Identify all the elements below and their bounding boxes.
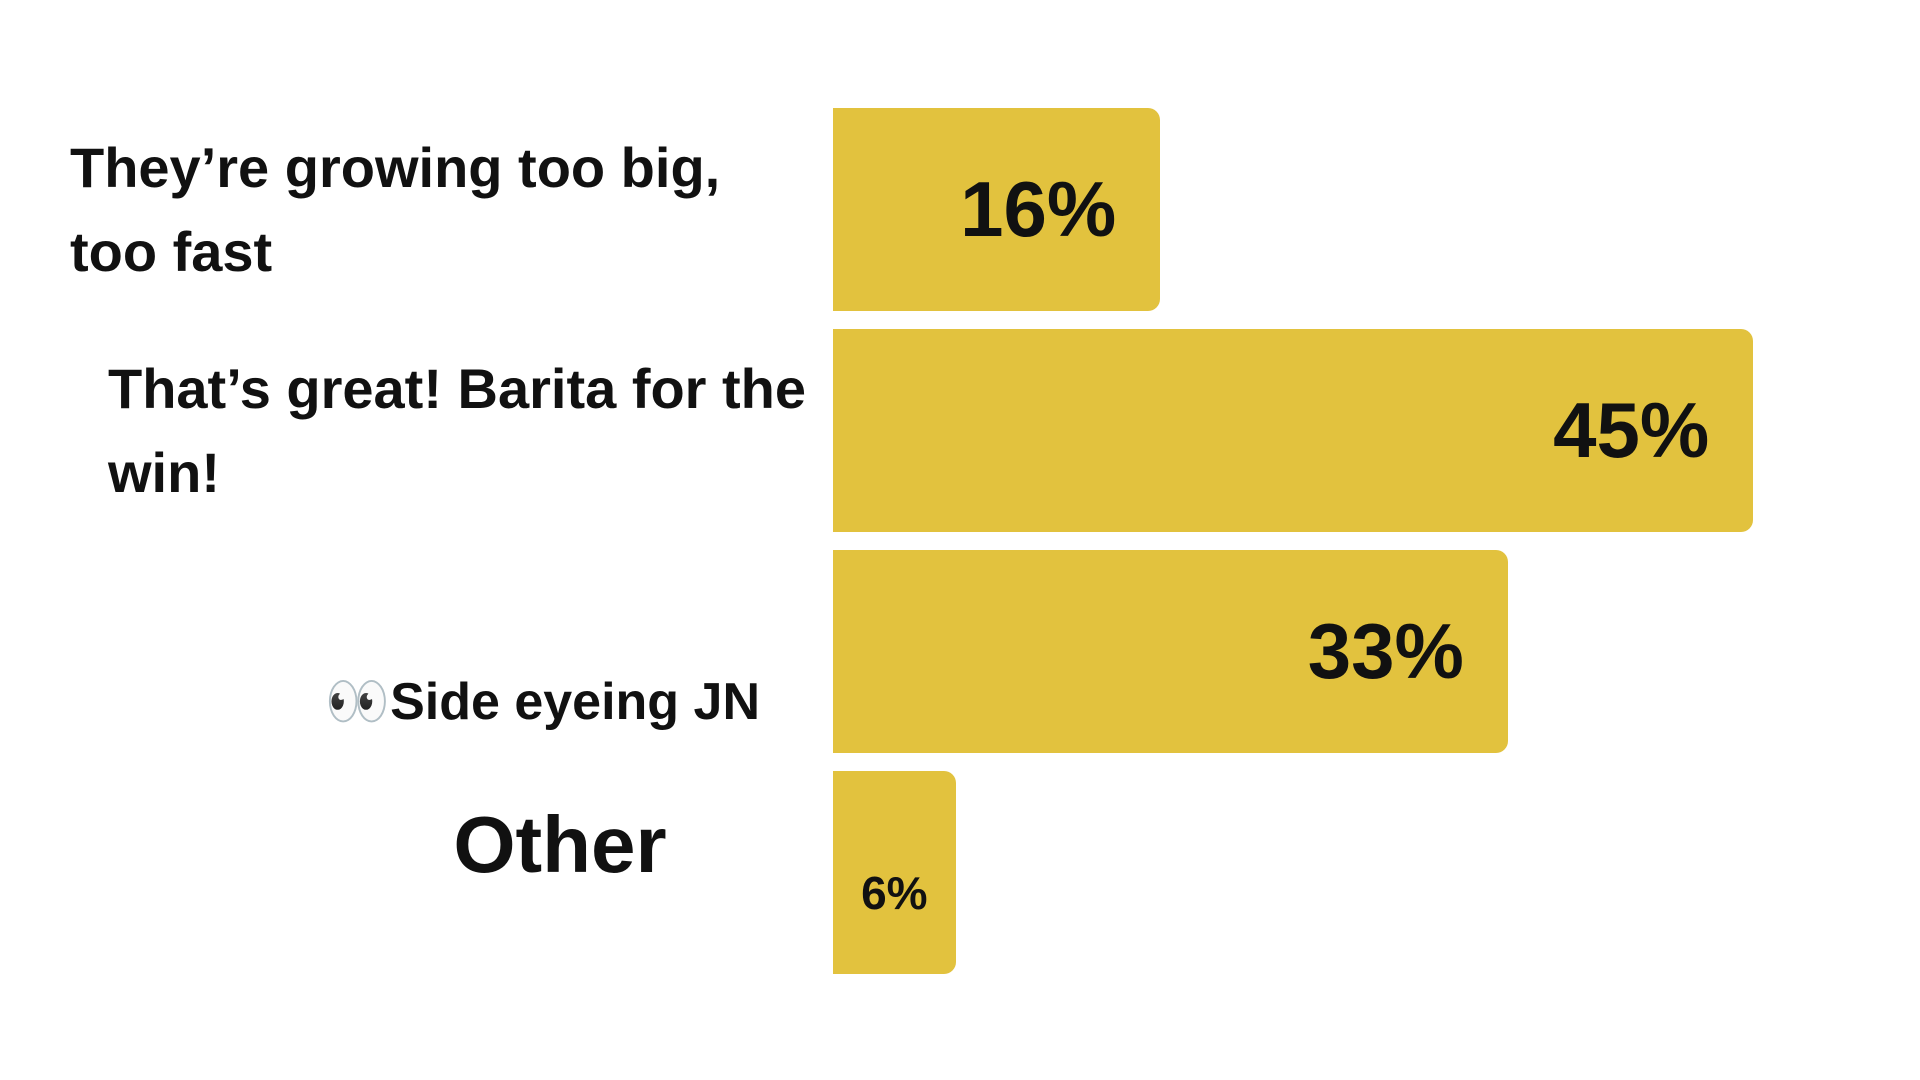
value-label: 33% [1307,607,1464,695]
category-label: 👀Side eyeing JN [325,672,760,731]
value-label: 16% [960,165,1117,253]
bar: 45% [833,329,1754,532]
category-label: They’re growing too big, too fast [70,135,721,283]
bar: 16% [833,108,1161,311]
bar: 33% [833,550,1508,753]
value-label: 45% [1553,386,1710,474]
category-label: That’s great! Barita for the win! [108,356,807,504]
category-label: Other [453,799,667,889]
value-label: 6% [861,866,928,919]
bar: 6% [833,771,956,974]
